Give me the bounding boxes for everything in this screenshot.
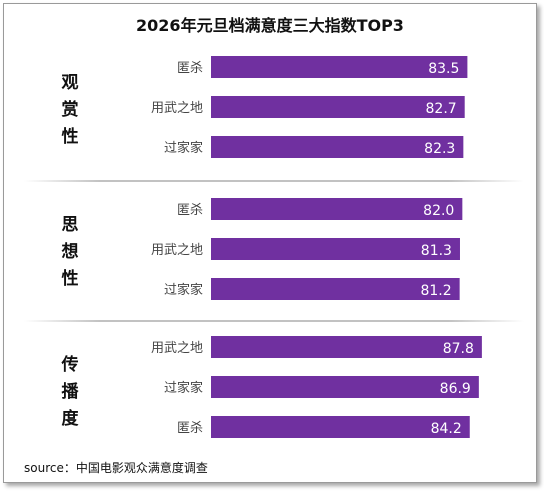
- value-label: 86.9: [440, 381, 471, 397]
- value-label: 81.2: [420, 283, 451, 299]
- group-divider: [24, 320, 524, 322]
- group-label-char: 度: [62, 408, 80, 429]
- group-label-char: 想: [62, 241, 79, 262]
- source-note: source：中国电影观众满意度调查: [24, 461, 208, 475]
- category-label: 过家家: [164, 140, 203, 156]
- group-label-char: 性: [62, 268, 79, 289]
- group-label-char: 播: [62, 381, 80, 402]
- category-label: 过家家: [164, 380, 203, 396]
- bar: [211, 96, 465, 118]
- chart-title: 2026年元旦档满意度三大指数TOP3: [136, 16, 404, 35]
- value-label: 82.3: [424, 141, 455, 157]
- category-label: 匿杀: [177, 421, 203, 436]
- category-label: 过家家: [164, 282, 203, 298]
- bar: [211, 198, 463, 220]
- bar: [211, 56, 468, 78]
- group-label-char: 性: [62, 126, 79, 147]
- category-label: 匿杀: [177, 203, 203, 218]
- group-divider: [24, 180, 524, 182]
- bar: [211, 336, 482, 358]
- bar: [211, 136, 464, 158]
- group-label-char: 观: [61, 73, 79, 93]
- bar: [211, 238, 460, 260]
- bar: [211, 278, 460, 300]
- value-label: 82.0: [423, 203, 454, 219]
- bar: [211, 376, 479, 398]
- category-label: 匿杀: [177, 61, 203, 76]
- category-label: 用武之地: [151, 341, 203, 356]
- value-label: 81.3: [421, 243, 452, 259]
- value-label: 84.2: [431, 421, 462, 437]
- value-label: 87.8: [443, 341, 474, 357]
- group-label-char: 赏: [62, 99, 79, 120]
- value-label: 82.7: [426, 101, 457, 117]
- group-label-char: 传: [61, 354, 79, 375]
- group-label-char: 思: [62, 215, 79, 235]
- category-label: 用武之地: [151, 243, 203, 258]
- category-label: 用武之地: [151, 101, 203, 116]
- chart-frame: 2026年元旦档满意度三大指数TOP3 观赏性匿杀 83.5 用武之地 82.7 过家家…: [3, 3, 537, 483]
- bar: [211, 416, 470, 438]
- value-label: 83.5: [428, 61, 459, 77]
